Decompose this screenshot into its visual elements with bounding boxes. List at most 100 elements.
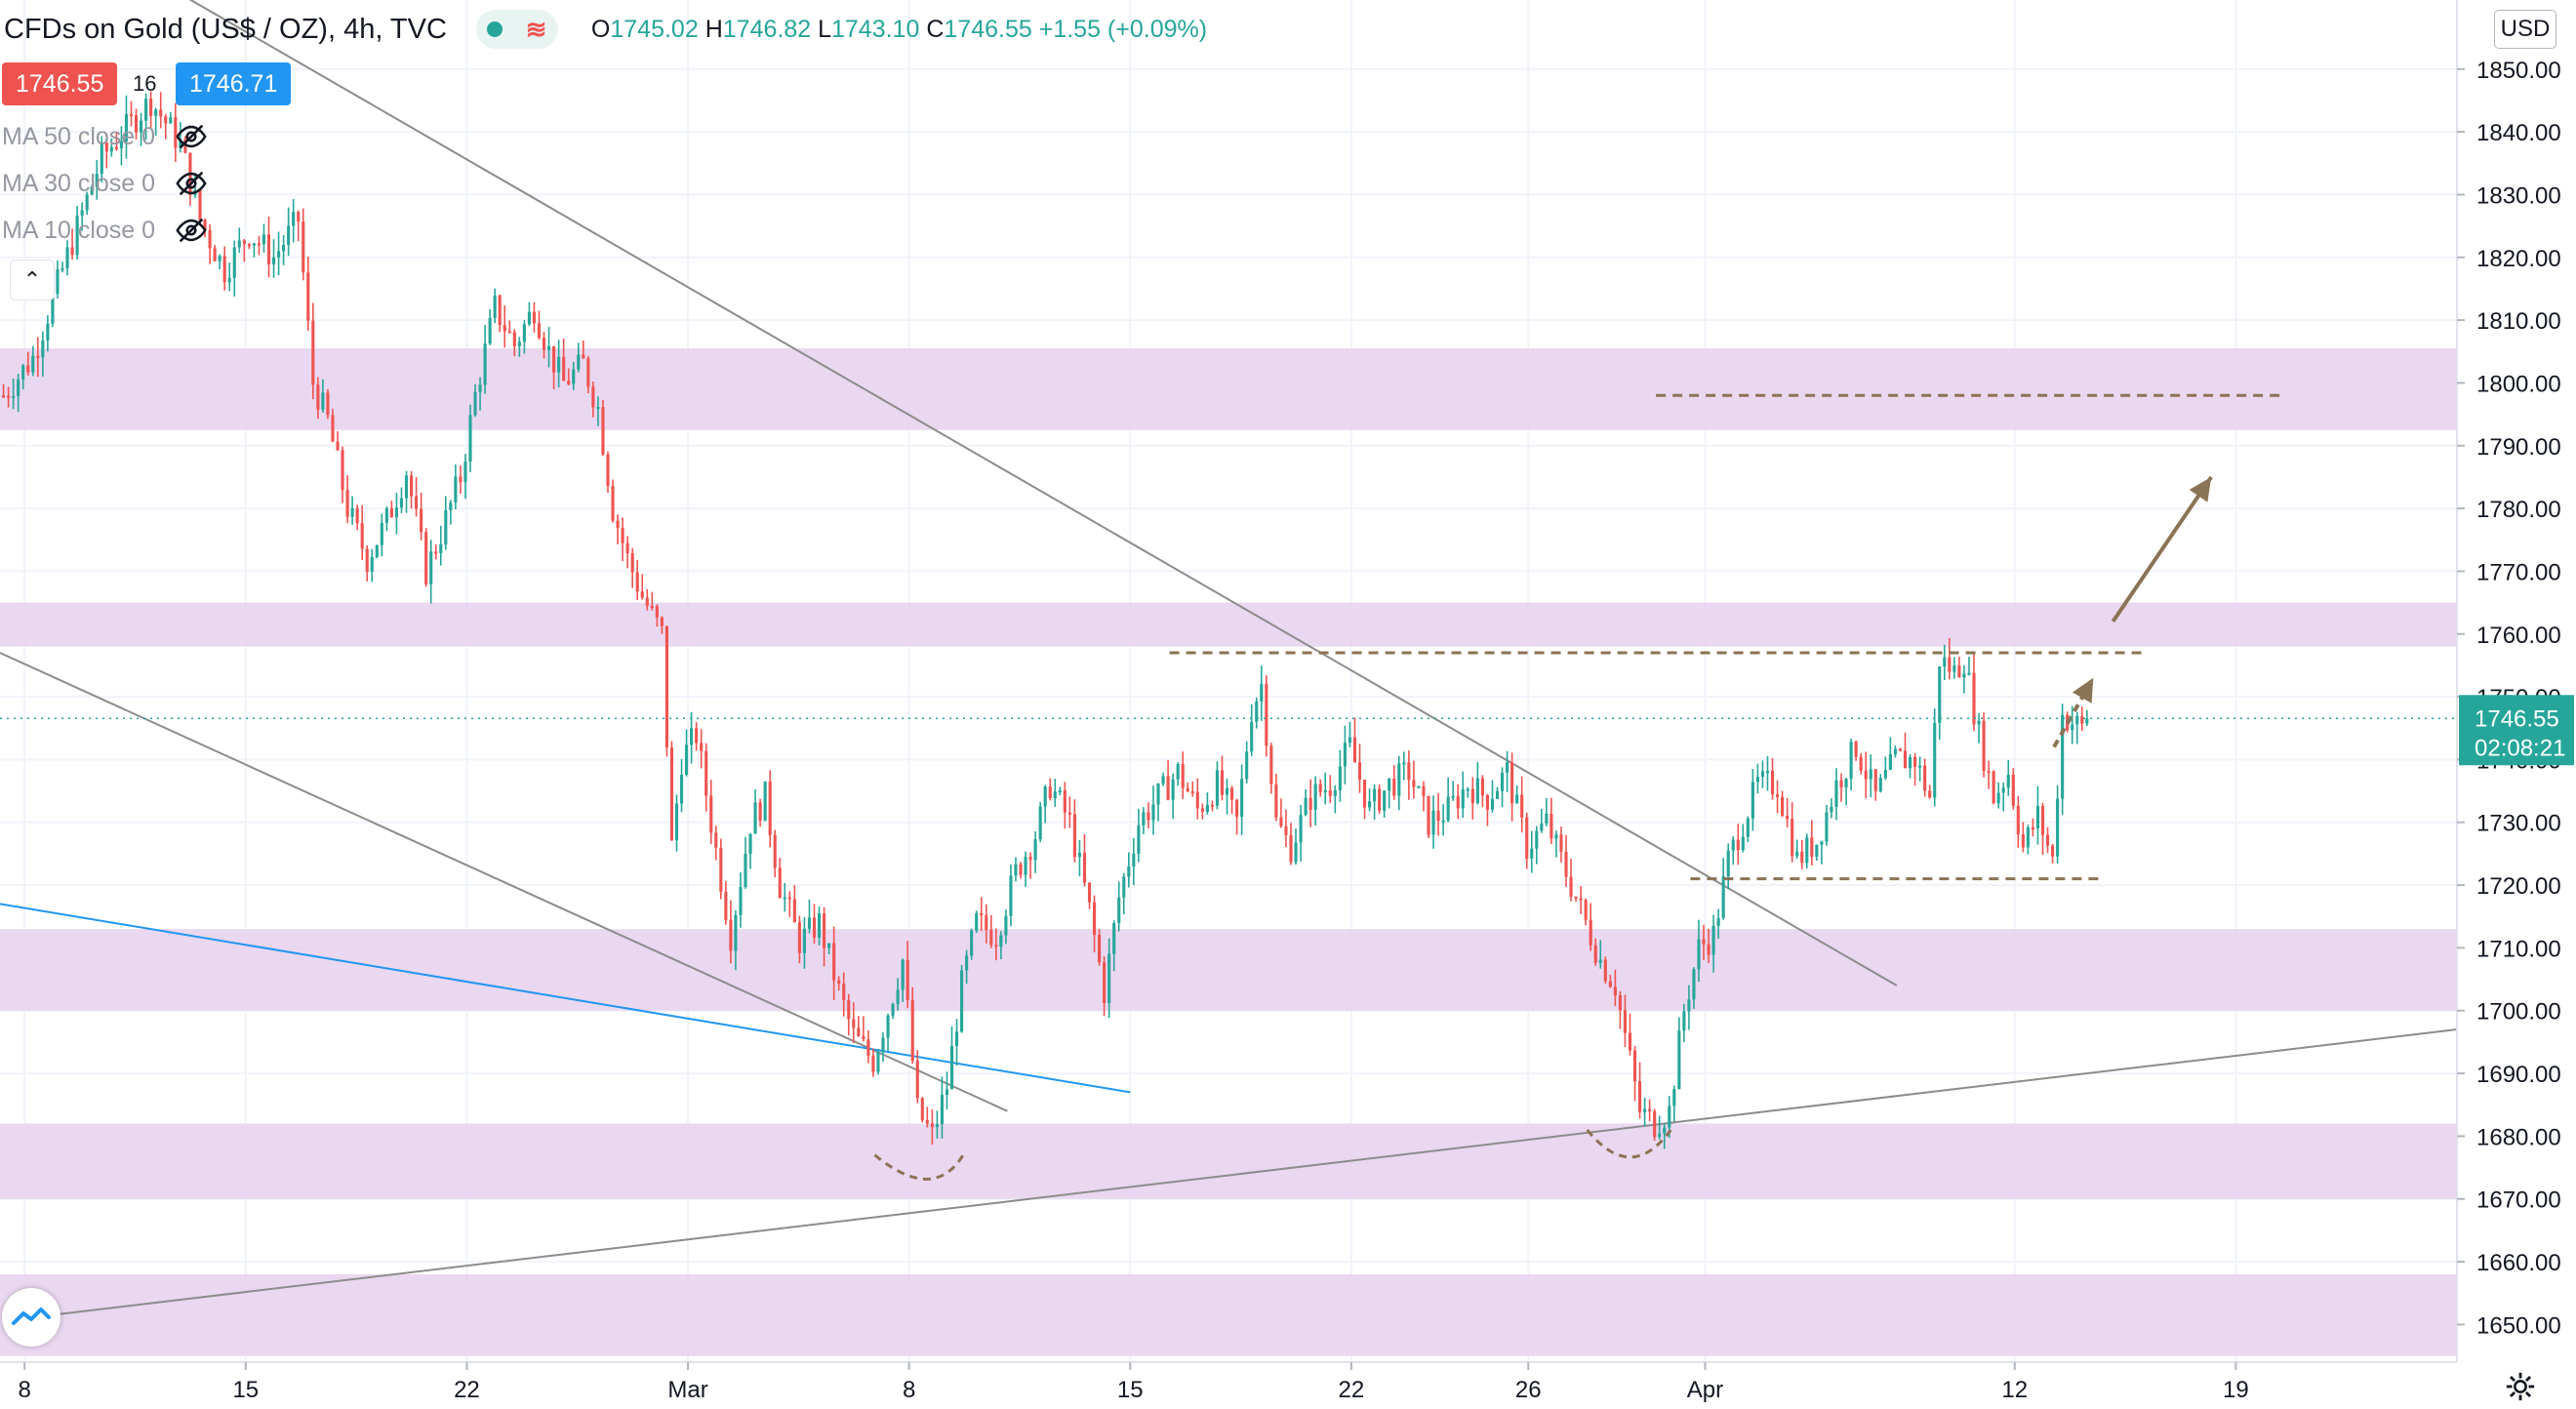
candle-body (124, 113, 129, 142)
currency-button[interactable]: USD (2494, 10, 2556, 49)
candle-body (1383, 790, 1387, 811)
candle-body (473, 391, 477, 416)
chart-header: CFDs on Gold (US$ / OZ), 4h, TVC ≋ O1745… (4, 8, 1207, 51)
candle-body (26, 365, 30, 373)
candle-body (60, 268, 64, 271)
candle-body (2040, 806, 2045, 835)
candle-body (95, 174, 99, 187)
candle-body (1830, 806, 1833, 813)
candle-body (625, 543, 629, 554)
candle-body (134, 115, 139, 133)
eye-hidden-icon[interactable] (175, 120, 208, 153)
candle-body (429, 551, 433, 584)
symbol-title[interactable]: CFDs on Gold (US$ / OZ), 4h, TVC (4, 13, 447, 45)
candle-body (1643, 1108, 1647, 1112)
candle-body (2006, 774, 2010, 788)
candle-body (832, 943, 836, 981)
candle-body (517, 342, 521, 347)
candle-body (1260, 683, 1264, 702)
candle-body (778, 867, 782, 899)
candle-body (1632, 1050, 1637, 1082)
candle-body (1392, 778, 1396, 796)
price-axis-bg (2457, 0, 2576, 1362)
candle-body (532, 311, 537, 324)
candle-body (109, 146, 113, 152)
candle-body (783, 897, 786, 900)
gear-icon[interactable] (2504, 1370, 2537, 1403)
candle-body (906, 959, 909, 1000)
candle-body (1490, 798, 1495, 810)
eye-hidden-icon[interactable] (175, 214, 208, 247)
candle-body (1540, 824, 1544, 831)
candle-body (1810, 837, 1814, 858)
quantity[interactable]: 16 (133, 71, 157, 96)
collapse-chevron-icon[interactable]: ⌃ (10, 260, 55, 301)
candle-body (1308, 797, 1312, 810)
price-tick-label: 1730.00 (2476, 811, 2561, 837)
candle-body (2051, 845, 2055, 857)
candle-body (1195, 791, 1199, 809)
candle-body (1313, 784, 1317, 810)
price-axis: 1850.00 1840.00 1830.00 1820.00 1810.00 1800.… (2456, 0, 2576, 1362)
candle-body (1024, 857, 1027, 875)
candle-body (1255, 701, 1259, 722)
ohlc-values: O1745.02 H1746.82 L1743.10 C1746.55 +1.5… (590, 15, 1208, 43)
price-tick-label: 1760.00 (2476, 623, 2561, 649)
candle-body (1864, 770, 1868, 780)
price-tick-label: 1700.00 (2476, 999, 2561, 1026)
candle-body (1992, 771, 1995, 804)
candle-body (1466, 788, 1469, 791)
candle-body (586, 358, 590, 387)
candle-body (1726, 850, 1730, 877)
candle-body (1200, 808, 1204, 812)
candle-body (1888, 753, 1892, 771)
market-status-toggle[interactable]: ≋ (475, 10, 558, 49)
indicator-ma50[interactable]: MA 50 close 0 (2, 117, 208, 156)
candle-body (1574, 896, 1578, 899)
eye-hidden-icon[interactable] (175, 167, 208, 200)
candle-body (415, 496, 419, 509)
candle-body (522, 324, 526, 342)
candle-body (41, 340, 45, 358)
candle-body (345, 490, 349, 517)
candle-body (1107, 953, 1111, 1004)
candle-body (80, 210, 84, 216)
candle-body (1043, 786, 1047, 807)
indicator-ma30[interactable]: MA 30 close 0 (2, 164, 208, 203)
candle-body (1122, 876, 1126, 898)
candle-body (12, 395, 16, 398)
indicator-ma10[interactable]: MA 10 close 0 (2, 211, 208, 250)
candle-body (1171, 779, 1175, 800)
candle-body (1569, 876, 1573, 897)
candle-body (1220, 770, 1225, 795)
candle-body (1265, 683, 1268, 746)
tradingview-logo-icon[interactable] (2, 1288, 60, 1347)
buy-button[interactable]: 1746.71 (176, 62, 292, 105)
candle-body (1658, 1133, 1662, 1138)
candle-body (1072, 814, 1076, 858)
candle-body (719, 847, 723, 892)
candle-body (1009, 875, 1013, 916)
sell-button[interactable]: 1746.55 (2, 62, 118, 105)
candle-body (85, 194, 89, 211)
candle-body (2, 395, 6, 398)
price-tick-label: 1690.00 (2476, 1062, 2561, 1088)
candle-body (792, 899, 796, 923)
candle-body (2045, 834, 2050, 846)
candle-body (1545, 813, 1549, 825)
candle-body (1815, 844, 1819, 858)
candle-body (424, 532, 428, 584)
candle-body (1613, 986, 1617, 996)
candle-body (1362, 780, 1367, 808)
candle-body (1938, 666, 1942, 723)
candle-body (1996, 792, 2000, 804)
candle-body (1245, 751, 1249, 780)
candle-body (1215, 770, 1220, 806)
candle-body (218, 256, 221, 262)
candle-body (1628, 1032, 1632, 1051)
candle-body (1716, 917, 1720, 926)
candle-body (1004, 915, 1008, 936)
candle-body (876, 1052, 880, 1072)
trendline (0, 652, 1008, 1112)
